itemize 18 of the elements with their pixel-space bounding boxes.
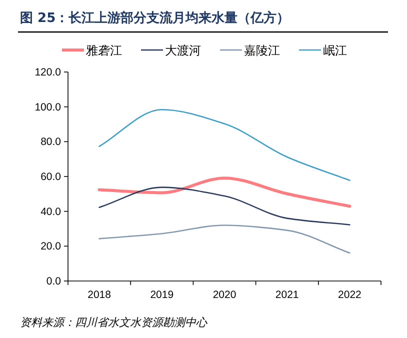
- y-tick-label: 0.0: [46, 276, 62, 288]
- x-tick-label: 2018: [88, 289, 112, 301]
- y-tick-label: 40.0: [40, 206, 62, 218]
- y-tick-label: 100.0: [34, 101, 62, 114]
- x-tick-label: 2021: [275, 289, 299, 301]
- legend-label: 大渡河: [165, 44, 201, 58]
- chart-title: 图 25：长江上游部分支流月均来水量（亿方）: [20, 10, 290, 26]
- y-tick-label: 80.0: [40, 136, 62, 148]
- y-tick-label: 120.0: [34, 66, 62, 78]
- y-tick-label: 60.0: [40, 171, 62, 183]
- legend-label: 嘉陵江: [244, 44, 280, 58]
- x-tick-label: 2020: [212, 289, 236, 301]
- x-tick-label: 2022: [338, 289, 362, 301]
- legend-label: 雅砻江: [86, 44, 122, 58]
- legend-label: 岷江: [323, 44, 347, 58]
- x-tick-label: 2019: [150, 289, 174, 301]
- text: 资料来源：四川省水文水资源勘测中心: [20, 316, 208, 329]
- y-tick-label: 20.0: [40, 240, 62, 253]
